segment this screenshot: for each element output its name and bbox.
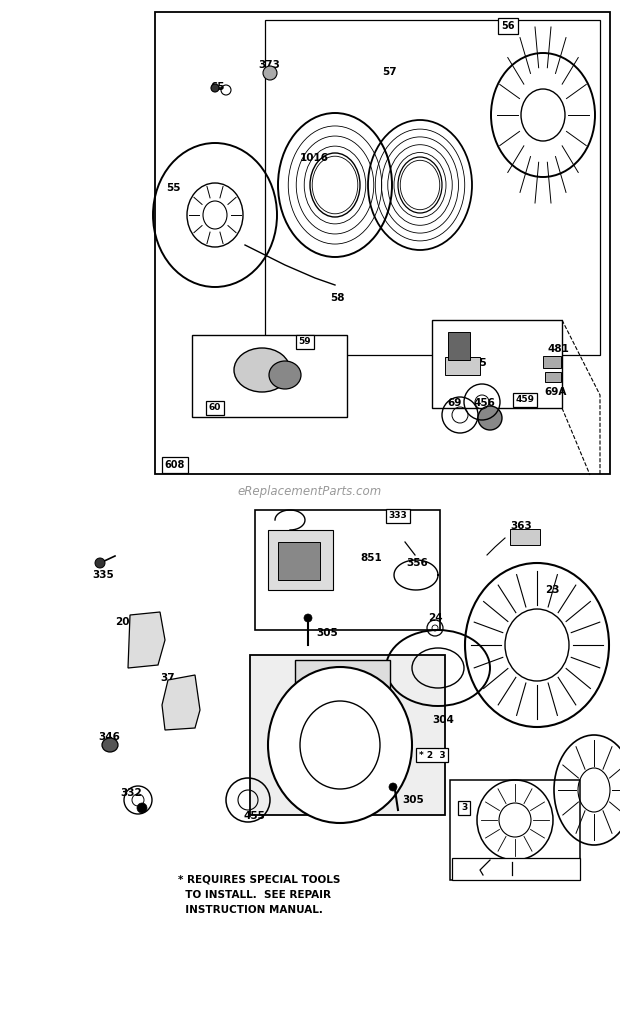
Text: 515: 515 xyxy=(465,358,487,368)
Text: 356: 356 xyxy=(406,558,428,568)
Ellipse shape xyxy=(268,667,412,823)
Bar xyxy=(543,356,561,368)
Text: 455: 455 xyxy=(244,811,266,821)
Bar xyxy=(545,372,561,382)
Bar xyxy=(278,542,320,580)
Text: 363: 363 xyxy=(510,521,532,531)
Polygon shape xyxy=(162,675,200,731)
Text: 57: 57 xyxy=(382,67,397,77)
Text: 37: 37 xyxy=(160,673,175,683)
Text: 73: 73 xyxy=(428,655,443,665)
Ellipse shape xyxy=(269,361,301,389)
Text: 456: 456 xyxy=(474,398,496,408)
Bar xyxy=(448,332,470,360)
Text: 1: 1 xyxy=(464,865,471,875)
Text: 346: 346 xyxy=(98,732,120,742)
Text: 56: 56 xyxy=(501,21,515,31)
Text: 332: 332 xyxy=(120,788,142,798)
Bar xyxy=(445,357,480,374)
Text: 65: 65 xyxy=(210,82,224,92)
Text: 333: 333 xyxy=(389,512,407,520)
Text: 305: 305 xyxy=(316,628,338,638)
Text: 23: 23 xyxy=(545,585,559,595)
Ellipse shape xyxy=(478,406,502,430)
Circle shape xyxy=(389,783,397,791)
Bar xyxy=(432,320,562,408)
Text: eReplacementParts.com: eReplacementParts.com xyxy=(238,485,382,499)
Bar xyxy=(450,780,580,880)
Bar xyxy=(255,510,440,630)
Bar xyxy=(295,660,390,735)
Text: 69A: 69A xyxy=(544,387,567,397)
Text: * 2  3: * 2 3 xyxy=(418,750,445,759)
Text: 305: 305 xyxy=(402,795,423,805)
Text: 200: 200 xyxy=(115,617,137,627)
Polygon shape xyxy=(128,611,165,668)
Text: * REQUIRES SPECIAL TOOLS
  TO INSTALL.  SEE REPAIR
  INSTRUCTION MANUAL.: * REQUIRES SPECIAL TOOLS TO INSTALL. SEE… xyxy=(178,875,340,914)
Text: 304: 304 xyxy=(432,715,454,725)
Text: 608: 608 xyxy=(165,460,185,470)
Bar xyxy=(250,655,445,815)
Text: 55: 55 xyxy=(166,183,180,193)
Text: 335: 335 xyxy=(92,570,113,580)
Bar xyxy=(510,529,540,545)
Text: 24: 24 xyxy=(428,613,443,623)
Text: 373: 373 xyxy=(258,60,280,70)
Circle shape xyxy=(304,614,312,622)
Bar xyxy=(155,12,610,474)
Text: 60: 60 xyxy=(209,403,221,412)
Text: 58: 58 xyxy=(330,293,345,303)
Text: 3: 3 xyxy=(461,803,467,813)
Text: 59: 59 xyxy=(299,338,311,347)
Text: 851: 851 xyxy=(360,553,382,563)
Ellipse shape xyxy=(102,738,118,752)
Ellipse shape xyxy=(263,66,277,80)
Bar xyxy=(268,530,333,590)
Text: 481: 481 xyxy=(548,344,570,354)
Bar xyxy=(192,336,347,417)
Ellipse shape xyxy=(234,348,290,392)
Text: 459: 459 xyxy=(515,395,534,404)
Bar xyxy=(452,858,580,880)
Text: 69: 69 xyxy=(447,398,461,408)
Circle shape xyxy=(137,803,147,813)
Circle shape xyxy=(95,558,105,568)
Text: 1016: 1016 xyxy=(300,153,329,163)
Ellipse shape xyxy=(211,84,219,92)
